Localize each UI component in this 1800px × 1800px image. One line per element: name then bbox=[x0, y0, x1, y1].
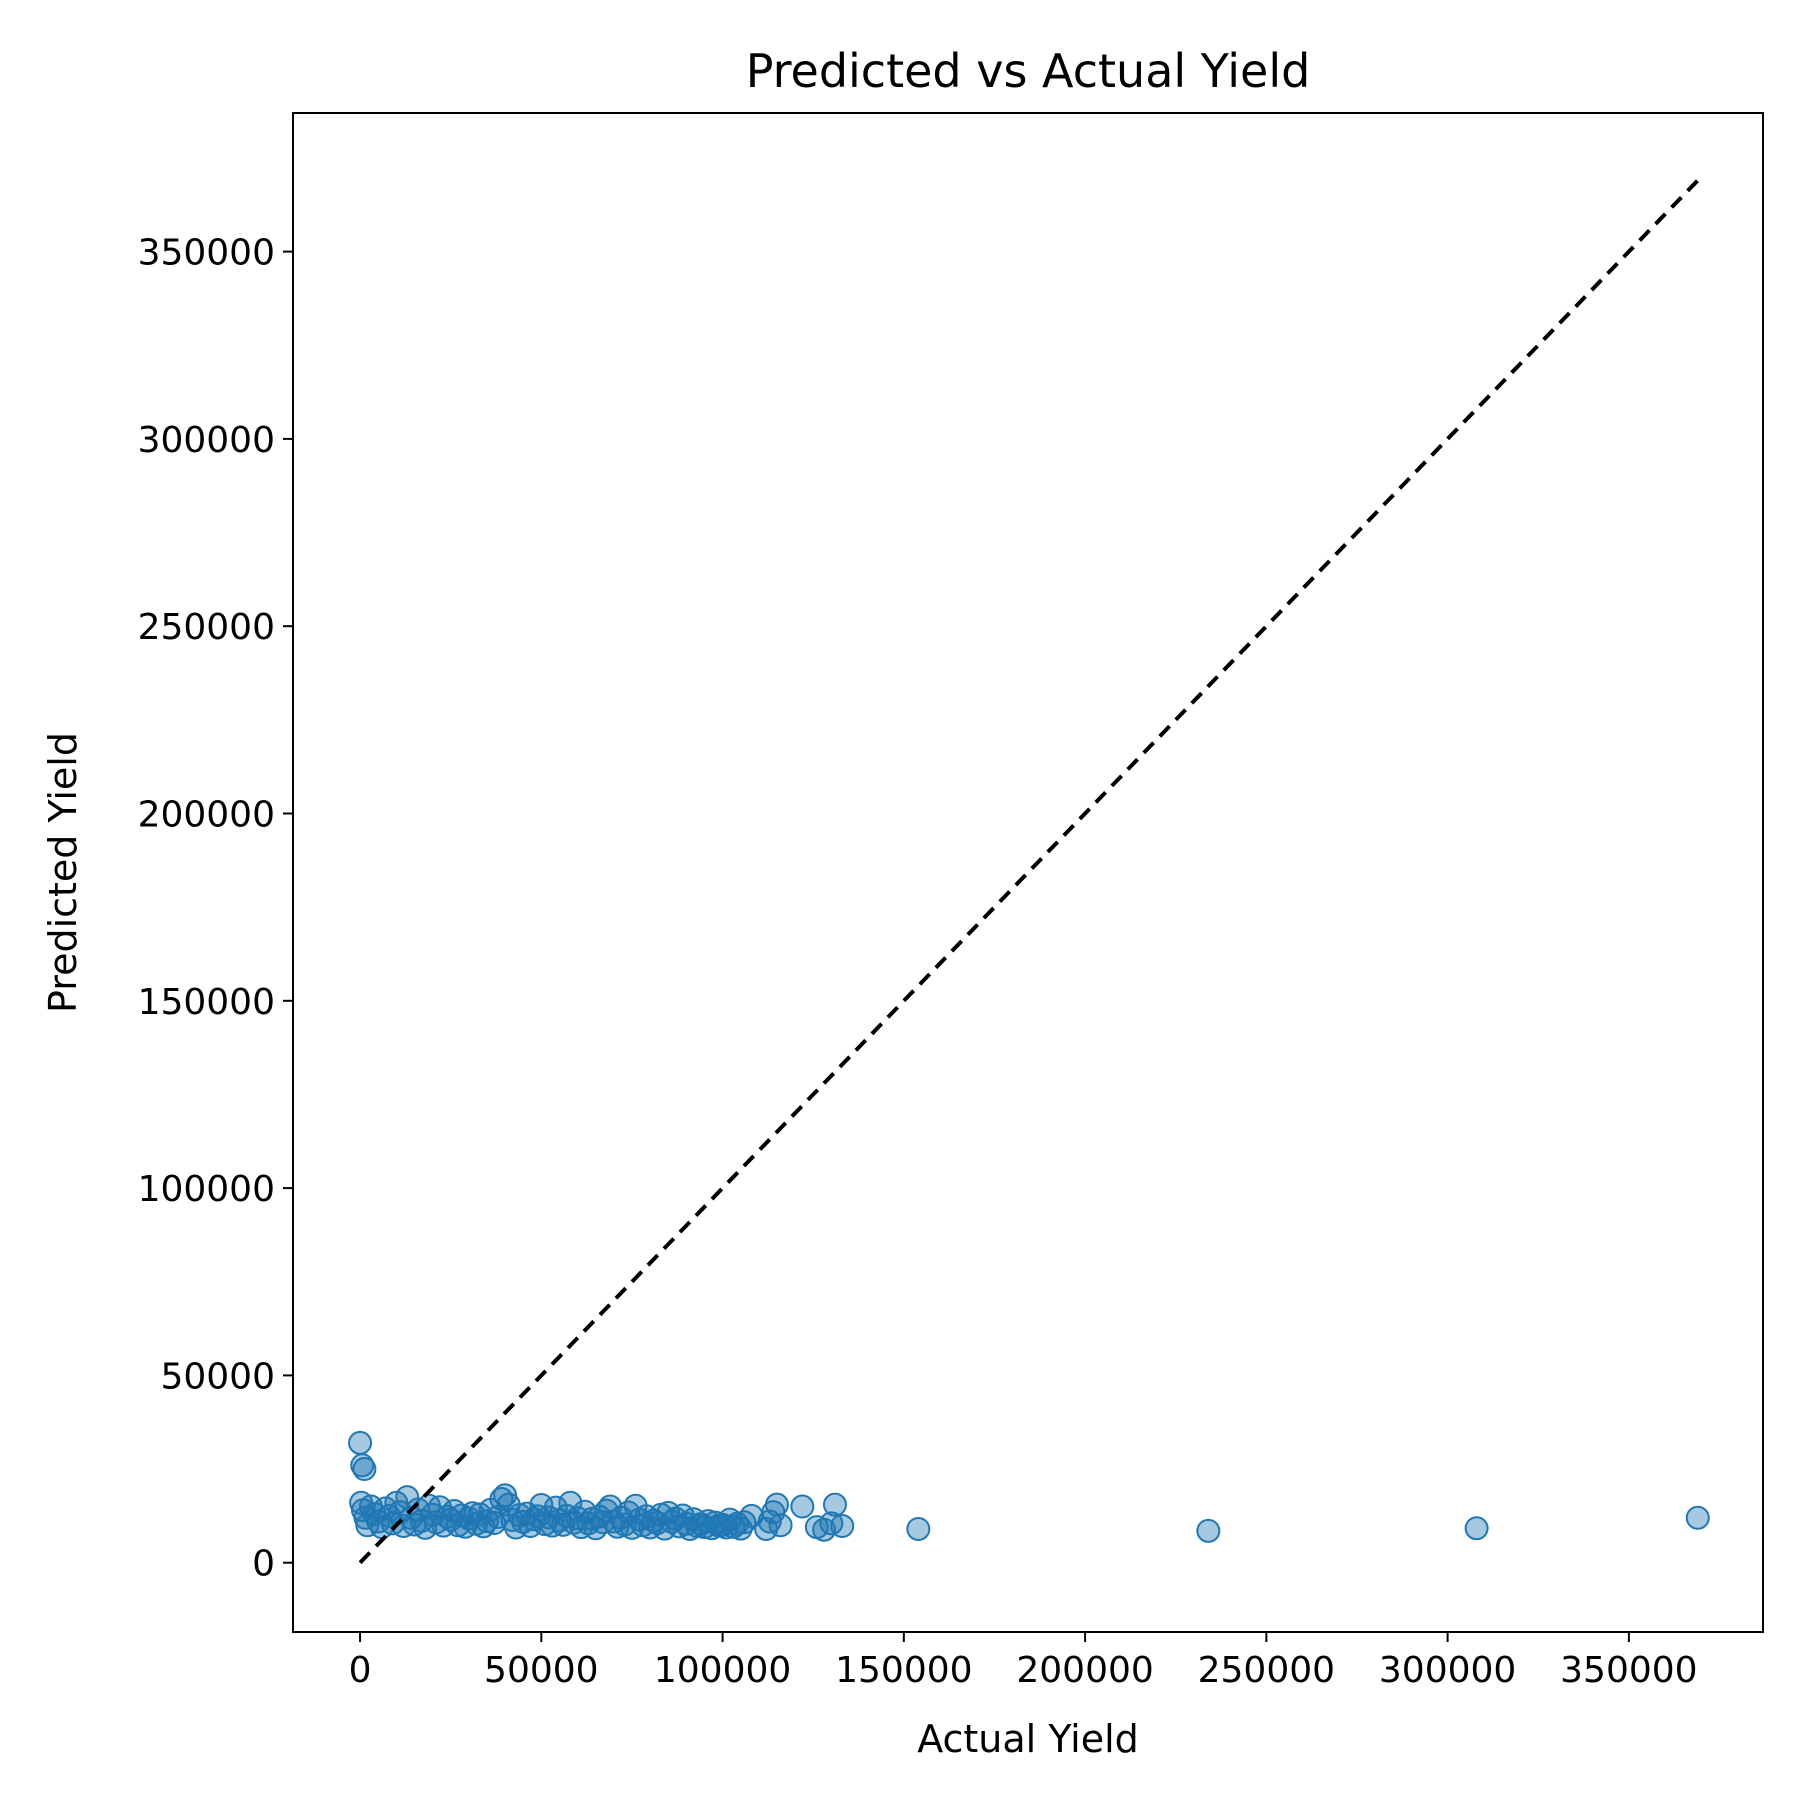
x-tick-label: 50000 bbox=[484, 1650, 599, 1691]
x-tick-label: 250000 bbox=[1198, 1650, 1335, 1691]
data-point bbox=[1685, 1505, 1710, 1530]
y-tick-label: 250000 bbox=[138, 607, 275, 648]
y-axis-ticks: 0 50000 100000 150000 200000 250000 300000 3500… bbox=[138, 233, 293, 1585]
x-axis-label: Actual Yield bbox=[917, 1717, 1139, 1761]
data-point bbox=[822, 1492, 847, 1517]
y-tick-label: 100000 bbox=[138, 1169, 275, 1210]
reference-line bbox=[358, 179, 1700, 1565]
y-tick-label: 150000 bbox=[138, 982, 275, 1023]
x-tick-label: 350000 bbox=[1560, 1650, 1697, 1691]
data-point bbox=[350, 1453, 375, 1478]
data-point bbox=[1464, 1516, 1489, 1541]
y-tick-label: 50000 bbox=[160, 1356, 275, 1397]
x-tick-label: 300000 bbox=[1379, 1650, 1516, 1691]
data-point bbox=[764, 1492, 789, 1517]
data-point bbox=[529, 1493, 554, 1518]
x-tick-label: 0 bbox=[349, 1650, 372, 1691]
y-axis-label: Predicted Yield bbox=[41, 732, 85, 1013]
y-tick-label: 350000 bbox=[138, 233, 275, 274]
x-axis-ticks: 0 50000 100000 150000 200000 250000 300000 3500… bbox=[349, 1632, 1698, 1691]
scatter-points bbox=[348, 1430, 1710, 1543]
chart-title: Predicted vs Actual Yield bbox=[746, 44, 1311, 98]
data-point bbox=[906, 1516, 931, 1541]
data-point bbox=[352, 1457, 377, 1482]
y-tick-label: 300000 bbox=[138, 420, 275, 461]
y-tick-label: 200000 bbox=[138, 795, 275, 836]
y-tick-label: 0 bbox=[252, 1544, 275, 1585]
data-point bbox=[790, 1494, 815, 1519]
plot-frame bbox=[292, 112, 1764, 1633]
data-point bbox=[1196, 1518, 1221, 1543]
data-point bbox=[830, 1513, 855, 1538]
data-point bbox=[348, 1430, 373, 1455]
x-tick-label: 150000 bbox=[835, 1650, 972, 1691]
x-tick-label: 200000 bbox=[1016, 1650, 1153, 1691]
x-tick-label: 100000 bbox=[654, 1650, 791, 1691]
data-point bbox=[558, 1490, 583, 1515]
data-point bbox=[768, 1513, 793, 1538]
